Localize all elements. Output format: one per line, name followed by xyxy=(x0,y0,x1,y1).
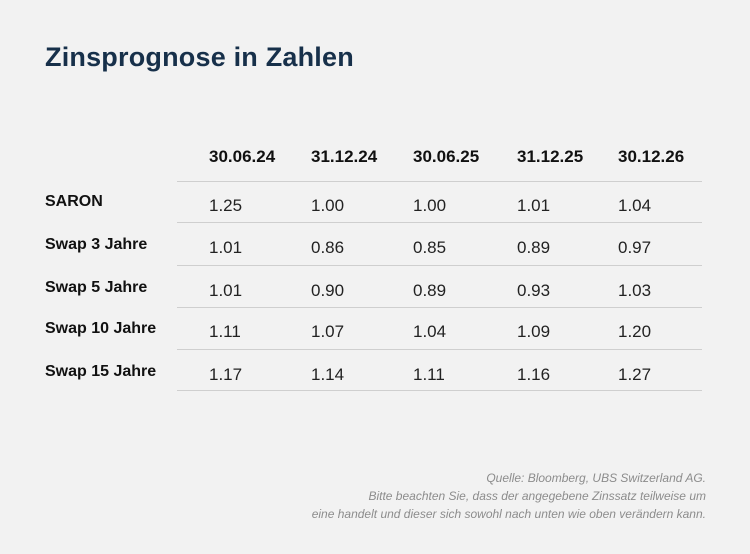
table-cell: 0.89 xyxy=(413,281,447,300)
table-cell: 1.20 xyxy=(618,322,652,341)
table-cell: 1.27 xyxy=(618,365,652,384)
row-label-swap-10: Swap 10 Jahre xyxy=(45,320,157,337)
table-divider xyxy=(177,222,702,223)
source-note: Quelle: Bloomberg, UBS Switzerland AG. xyxy=(486,471,706,485)
table-cell: 1.11 xyxy=(209,322,241,341)
table-cell: 1.11 xyxy=(413,365,445,384)
table-cell: 1.00 xyxy=(311,196,345,215)
disclaimer-line-2: eine handelt und dieser sich sowohl nach… xyxy=(311,507,706,521)
table-cell: 1.01 xyxy=(209,238,243,257)
row-label-swap-5: Swap 5 Jahre xyxy=(45,279,148,296)
table-cell: 1.14 xyxy=(311,365,345,384)
column-header: 30.12.26 xyxy=(618,147,685,166)
table-cell: 0.89 xyxy=(517,238,551,257)
table-cell: 1.09 xyxy=(517,322,551,341)
table-cell: 0.90 xyxy=(311,281,345,300)
page-title: Zinsprognose in Zahlen xyxy=(45,42,354,72)
table-cell: 1.07 xyxy=(311,322,345,341)
table-cell: 1.01 xyxy=(209,281,243,300)
table-cell: 1.04 xyxy=(618,196,652,215)
column-header: 31.12.25 xyxy=(517,147,584,166)
table-divider xyxy=(177,181,702,182)
table-divider xyxy=(177,390,702,391)
table-cell: 0.85 xyxy=(413,238,447,257)
column-header: 31.12.24 xyxy=(311,147,378,166)
table-cell: 0.86 xyxy=(311,238,345,257)
table-divider xyxy=(177,307,702,308)
table-cell: 1.16 xyxy=(517,365,551,384)
row-label-swap-3: Swap 3 Jahre xyxy=(45,236,148,253)
table-cell: 1.04 xyxy=(413,322,447,341)
column-header: 30.06.25 xyxy=(413,147,480,166)
table-cell: 0.93 xyxy=(517,281,551,300)
row-label-saron: SARON xyxy=(45,193,103,210)
table-cell: 1.25 xyxy=(209,196,243,215)
table-cell: 1.01 xyxy=(517,196,551,215)
row-label-swap-15: Swap 15 Jahre xyxy=(45,363,157,380)
table-cell: 1.17 xyxy=(209,365,243,384)
disclaimer-line-1: Bitte beachten Sie, dass der angegebene … xyxy=(368,489,706,503)
table-cell: 1.03 xyxy=(618,281,652,300)
table-cell: 1.00 xyxy=(413,196,447,215)
column-header: 30.06.24 xyxy=(209,147,276,166)
table-divider xyxy=(177,265,702,266)
table-cell: 0.97 xyxy=(618,238,652,257)
table-divider xyxy=(177,349,702,350)
